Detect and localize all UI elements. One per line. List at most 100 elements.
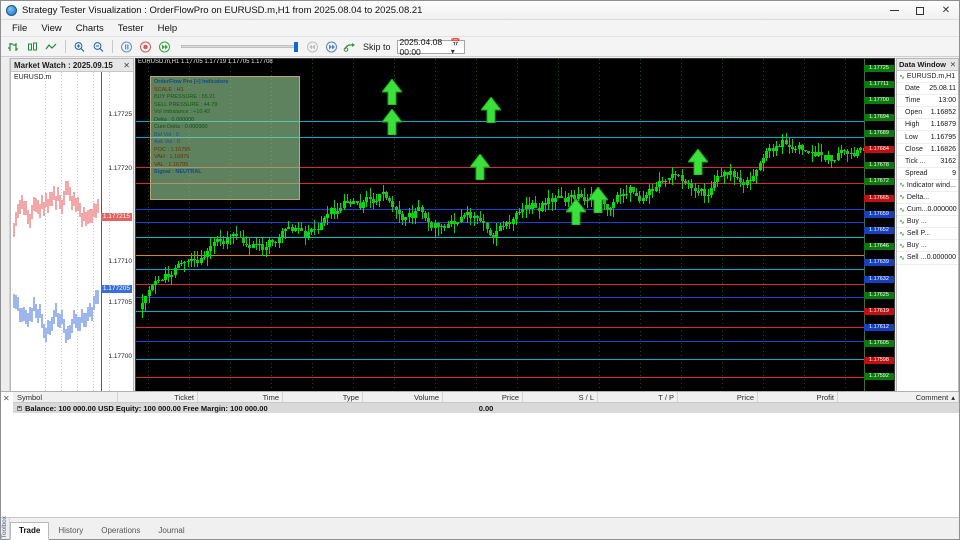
candle-wick <box>268 238 270 255</box>
candle-wick <box>229 234 231 245</box>
table-column-header[interactable]: Volume <box>363 392 443 402</box>
tab-trade[interactable]: Trade <box>10 522 50 540</box>
tab-history[interactable]: History <box>58 526 84 535</box>
chart-price-scale[interactable]: 1.17725 1.17711 1.17700 1.17694 1.17689 1.176… <box>864 59 894 502</box>
candle-wick <box>857 148 858 158</box>
data-window-indicator-group[interactable]: ∿ Indicator wind... <box>897 180 958 192</box>
calendar-icon[interactable]: 📅▾ <box>450 37 461 56</box>
data-window-key: Cum... <box>906 206 928 214</box>
candle-wick <box>753 169 754 182</box>
table-column-header[interactable]: Price <box>443 392 523 402</box>
tick-chart-price-axis <box>101 72 102 488</box>
chart-line-icon: ∿ <box>899 206 905 214</box>
speed-slider-thumb[interactable] <box>294 42 298 52</box>
candle-wick <box>548 190 550 210</box>
candle-wick <box>785 133 787 145</box>
price-scale-tag: 1.17598 <box>864 356 894 364</box>
info-panel-title: OrderFlow Pro [+] Indicators <box>154 79 229 85</box>
grid-line <box>435 59 436 502</box>
candle-wick <box>242 230 244 247</box>
table-column-header[interactable]: Comment ▴ <box>838 392 959 402</box>
ask-price-tag: 1.177215 <box>100 213 132 221</box>
chart-line-icon: ∿ <box>899 230 905 238</box>
candles-icon[interactable] <box>24 39 41 55</box>
candle-wick <box>314 219 316 236</box>
candle-wick <box>278 233 280 248</box>
info-panel-line: SCALE : H1 <box>154 86 184 93</box>
table-column-header[interactable]: Symbol <box>13 392 118 402</box>
sort-asc-icon[interactable]: ▴ <box>951 392 955 402</box>
candle-wick <box>158 275 160 284</box>
candle-wick <box>483 213 485 232</box>
menu-view[interactable]: View <box>41 22 62 34</box>
bar-chart-icon[interactable] <box>5 39 22 55</box>
candle-wick <box>301 222 303 231</box>
close-icon[interactable]: ✕ <box>949 60 956 69</box>
bid-tick-bar <box>15 295 17 310</box>
line-chart-icon[interactable] <box>43 39 60 55</box>
mt5-chart-icon <box>6 4 17 16</box>
grid-line <box>312 59 313 502</box>
candle-wick <box>759 161 761 171</box>
buy-signal-arrow <box>586 186 610 214</box>
candle-wick <box>740 170 741 187</box>
skip-to-input[interactable]: 2025.04.08 00:00 📅▾ <box>396 37 465 57</box>
close-icon[interactable]: ✕ <box>123 60 130 70</box>
ask-tick-bar <box>89 209 91 224</box>
close-icon[interactable]: ✕ <box>3 394 10 403</box>
candle-wick <box>184 260 186 272</box>
skip-forward-icon[interactable] <box>323 39 340 55</box>
zoom-in-icon[interactable] <box>71 39 88 55</box>
skip-to-jump-icon[interactable] <box>342 39 359 55</box>
table-column-header[interactable]: T / P <box>598 392 678 402</box>
menu-file[interactable]: File <box>12 22 28 34</box>
zoom-out-icon[interactable] <box>90 39 107 55</box>
pause-icon[interactable] <box>118 39 135 55</box>
candle-wick <box>379 194 381 208</box>
stop-icon[interactable] <box>137 39 154 55</box>
visualization-speed-slider[interactable] <box>181 42 298 52</box>
tick-price-label: 1.17705 <box>108 299 133 306</box>
candle-wick <box>320 216 322 231</box>
table-column-header[interactable]: Profit <box>758 392 838 402</box>
title-bar: Strategy Tester Visualization : OrderFlo… <box>1 1 959 20</box>
candle-wick <box>415 207 416 225</box>
tab-journal[interactable]: Journal <box>158 526 185 535</box>
candle-wick <box>701 188 702 196</box>
account-summary-row[interactable]: + Balance: 100 000.00 USD Equity: 100 00… <box>13 403 959 413</box>
candle-wick <box>463 212 465 219</box>
orderflow-level-line <box>136 269 864 270</box>
data-window-symbol-row[interactable]: ∿ EURUSD.m,H1 <box>897 71 958 84</box>
step-back-icon[interactable] <box>304 39 321 55</box>
table-column-header[interactable]: S / L <box>523 392 598 402</box>
candle-wick <box>291 224 293 234</box>
table-column-header[interactable]: Type <box>283 392 363 402</box>
menu-help[interactable]: Help <box>157 22 178 34</box>
candle-wick <box>840 145 842 159</box>
table-column-header[interactable]: Time <box>198 392 283 402</box>
table-column-header[interactable]: Ticket <box>118 392 198 402</box>
candle-wick <box>714 174 715 192</box>
data-window-row: Spread 9 <box>897 168 958 180</box>
ask-tick-bar <box>97 198 99 213</box>
candle-wick <box>636 187 637 197</box>
tab-operations[interactable]: Operations <box>101 526 141 535</box>
ask-tick-bar <box>55 196 57 211</box>
candle-wick <box>148 286 150 304</box>
menu-tester[interactable]: Tester <box>117 22 144 34</box>
chart-line-icon: ∿ <box>899 242 905 250</box>
expander-icon[interactable]: + <box>17 404 22 411</box>
fast-forward-icon[interactable] <box>156 39 173 55</box>
chart-plot-area[interactable] <box>136 59 894 516</box>
menu-charts[interactable]: Charts <box>75 22 104 34</box>
close-icon[interactable]: ✕ <box>941 5 951 16</box>
table-column-header[interactable]: Price <box>678 392 758 402</box>
minimize-icon[interactable] <box>881 1 907 20</box>
bid-tick-bar <box>31 307 33 322</box>
candle-wick <box>853 147 855 157</box>
maximize-icon[interactable] <box>907 1 933 20</box>
data-window-indicator-row: ∿ Sell ... 0.000000 <box>897 252 958 265</box>
candle-wick <box>496 223 498 247</box>
candle-wick <box>554 195 556 210</box>
data-window-key: High <box>905 121 920 129</box>
